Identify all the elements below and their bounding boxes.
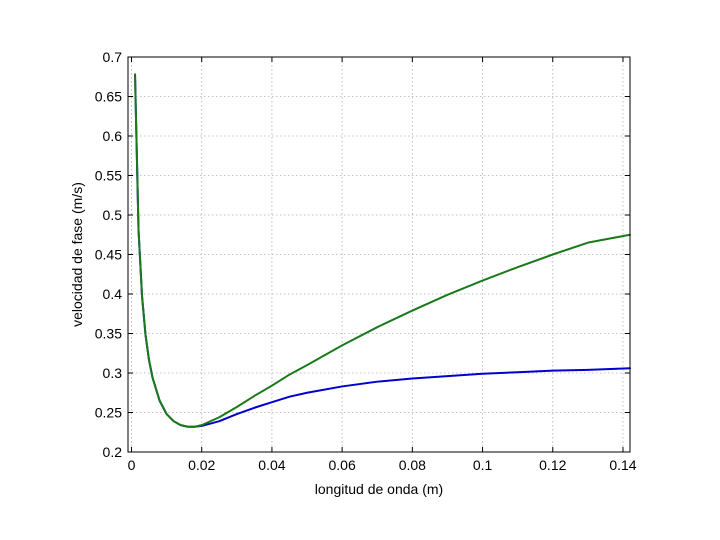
x-tick-label: 0.12	[539, 457, 566, 473]
y-tick-label: 0.25	[95, 405, 122, 421]
x-tick-label: 0.1	[473, 457, 493, 473]
y-tick-label: 0.4	[103, 286, 123, 302]
x-tick-label: 0.06	[329, 457, 356, 473]
series-group	[134, 73, 631, 428]
y-tick-label: 0.5	[103, 207, 123, 223]
x-tick-label: 0	[128, 457, 136, 473]
y-tick-label: 0.45	[95, 247, 122, 263]
y-tick-label: 0.35	[95, 326, 122, 342]
y-axis-label: velocidad de fase (m/s)	[69, 182, 85, 327]
series-line-2	[134, 73, 631, 428]
y-tick-label: 0.6	[103, 128, 123, 144]
y-tick-label: 0.55	[95, 168, 122, 184]
tick-labels: 0 0.02 0.04 0.06 0.08 0.1 0.12 0.14 0.2 0.25 0.3 0.…	[95, 49, 637, 473]
x-axis-label: longitud de onda (m)	[315, 481, 443, 497]
ticks	[128, 56, 630, 453]
y-tick-label: 0.65	[95, 89, 122, 105]
x-tick-label: 0.08	[399, 457, 426, 473]
y-tick-label: 0.2	[103, 444, 123, 460]
y-tick-label: 0.3	[103, 365, 123, 381]
y-tick-label: 0.7	[103, 49, 123, 65]
x-tick-label: 0.14	[609, 457, 636, 473]
x-tick-label: 0.04	[258, 457, 285, 473]
x-tick-label: 0.02	[188, 457, 215, 473]
